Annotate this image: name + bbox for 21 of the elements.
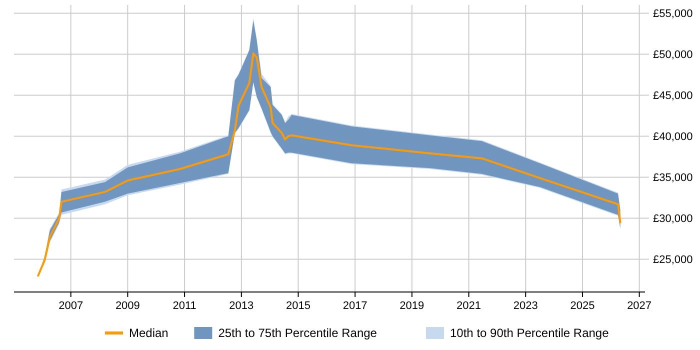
- y-tick-label: £25,000: [653, 254, 693, 266]
- y-tick-label: £40,000: [653, 131, 693, 144]
- x-tick-label: 2027: [627, 300, 652, 312]
- y-tick-label: £35,000: [653, 172, 693, 184]
- x-tick-label: 2015: [286, 300, 310, 312]
- legend-label: 25th to 75th Percentile Range: [218, 326, 378, 340]
- x-tick-label: 2017: [342, 300, 368, 312]
- y-tick-label: £45,000: [653, 90, 693, 102]
- x-tick-label: 2013: [229, 300, 254, 312]
- x-tick-label: 2011: [172, 300, 196, 312]
- y-tick-label: £50,000: [653, 49, 693, 62]
- x-tick-label: 2021: [456, 300, 482, 312]
- legend-label: 10th to 90th Percentile Range: [450, 326, 610, 340]
- x-tick-label: 2023: [513, 300, 538, 312]
- x-tick-label: 2019: [400, 300, 424, 312]
- y-tick-label: £55,000: [653, 8, 693, 20]
- y-tick-label: £30,000: [653, 213, 693, 226]
- x-tick-label: 2009: [115, 300, 140, 312]
- x-tick-label: 2007: [58, 300, 84, 312]
- x-tick-label: 2025: [570, 300, 595, 312]
- legend-label: Median: [129, 326, 168, 340]
